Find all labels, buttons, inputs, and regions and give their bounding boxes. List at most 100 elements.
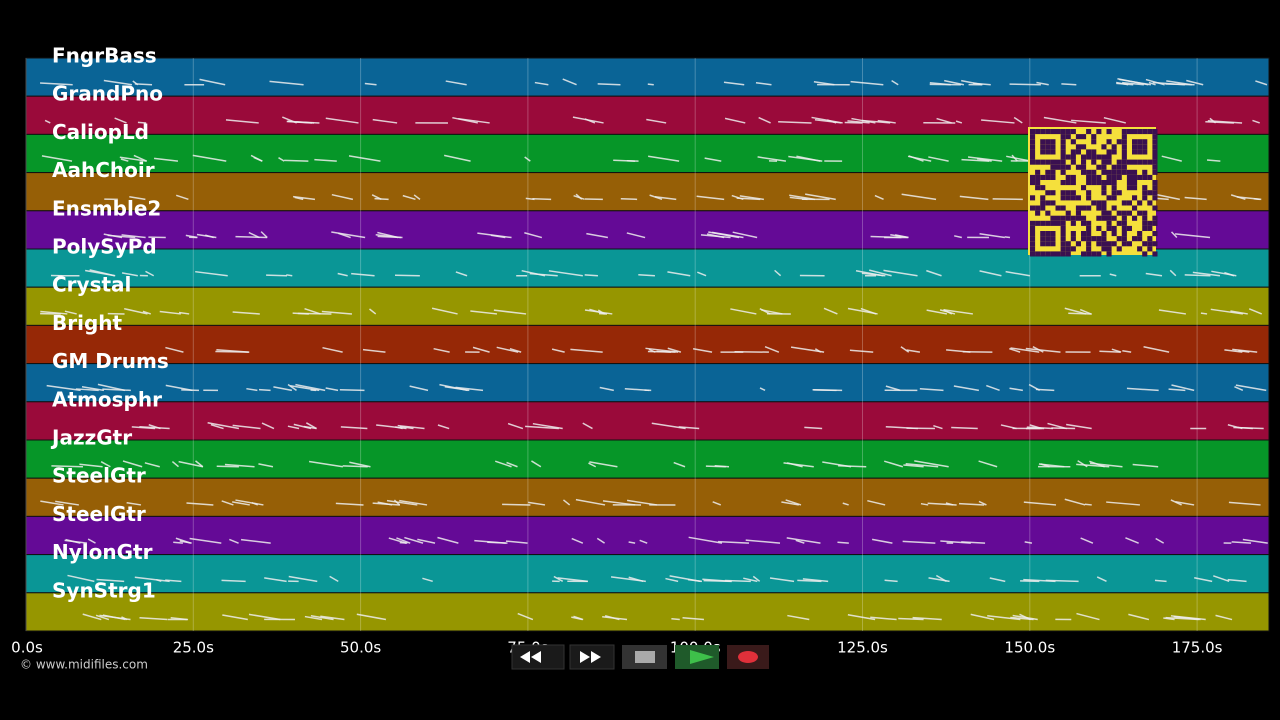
qr-module (1081, 215, 1087, 221)
qr-module (1040, 129, 1046, 135)
note (704, 157, 722, 162)
note (178, 311, 190, 315)
stop-button[interactable] (622, 645, 667, 669)
note (1170, 231, 1178, 239)
qr-module (1111, 241, 1117, 247)
note (933, 424, 943, 430)
note (339, 389, 365, 392)
note (562, 78, 577, 86)
qr-module (1147, 241, 1153, 247)
note (431, 307, 458, 315)
forward-button[interactable] (569, 644, 615, 670)
note (229, 538, 239, 544)
qr-module (1137, 200, 1143, 206)
qr-module (1030, 154, 1036, 160)
note (953, 385, 979, 392)
qr-module (1111, 144, 1117, 150)
qr-module (1075, 210, 1081, 216)
note (954, 235, 962, 239)
qr-module (1065, 129, 1071, 135)
note (288, 575, 318, 583)
qr-module (1091, 236, 1097, 242)
controls (511, 644, 769, 670)
note (232, 311, 260, 315)
qr-module (1060, 205, 1066, 211)
qr-module (1137, 159, 1143, 165)
rewind-button[interactable] (511, 644, 565, 670)
qr-module (1055, 205, 1061, 211)
qr-module (1055, 159, 1061, 165)
note (1158, 309, 1187, 315)
qr-module (1111, 180, 1117, 186)
qr-module (1101, 190, 1107, 196)
qr-module (1086, 149, 1092, 155)
qr-module (1111, 195, 1117, 201)
note (287, 425, 300, 430)
qr-module (1055, 215, 1061, 221)
qr-module (1116, 174, 1122, 180)
note (757, 156, 787, 162)
note (1000, 424, 1017, 430)
qr-module (1121, 210, 1127, 216)
note (325, 387, 339, 392)
note (584, 309, 613, 315)
note (286, 274, 293, 277)
note (1010, 347, 1040, 353)
note (124, 307, 148, 315)
qr-module (1142, 251, 1148, 257)
qr-module (1121, 134, 1127, 140)
track-name: GM Drums (52, 349, 169, 373)
note (1255, 80, 1268, 86)
note (967, 156, 1003, 162)
note (1029, 424, 1043, 430)
note (443, 154, 471, 162)
qr-module (1035, 169, 1041, 175)
note (1043, 116, 1077, 124)
note (928, 156, 949, 162)
note (95, 614, 110, 621)
qr-module (1106, 195, 1112, 201)
note (1064, 307, 1087, 315)
track-band (25, 286, 1270, 326)
note (548, 270, 583, 277)
note (877, 119, 896, 124)
note (1116, 82, 1134, 86)
note (1143, 346, 1170, 353)
play-button[interactable] (675, 645, 719, 669)
qr-module (1132, 144, 1138, 150)
track-band (25, 554, 1270, 594)
note (951, 426, 978, 430)
note (814, 118, 842, 124)
qr-module (1040, 236, 1046, 242)
qr-module (1142, 169, 1148, 175)
note (688, 536, 723, 544)
qr-module (1030, 134, 1036, 140)
qr-module (1101, 144, 1107, 150)
qr-module (1070, 220, 1076, 226)
note (1128, 613, 1150, 621)
note (1080, 537, 1094, 544)
qr-module (1132, 215, 1138, 221)
note (320, 615, 345, 621)
qr-module (1030, 236, 1036, 242)
qr-module (1106, 251, 1112, 257)
qr-module (1060, 134, 1066, 140)
qr-module (1152, 220, 1158, 226)
note (222, 614, 248, 621)
qr-module (1086, 174, 1092, 180)
note (696, 195, 725, 201)
note (246, 387, 258, 392)
record-button[interactable] (727, 645, 769, 669)
note (240, 538, 271, 544)
qr-module (1126, 159, 1132, 165)
qr-module (1106, 210, 1112, 216)
note (786, 462, 803, 468)
note (944, 79, 965, 86)
qr-module (1142, 159, 1148, 165)
qr-module (1050, 164, 1056, 170)
note (1227, 578, 1247, 583)
note (1125, 537, 1139, 544)
qr-module (1096, 251, 1102, 257)
note (64, 310, 77, 315)
note (472, 346, 490, 353)
